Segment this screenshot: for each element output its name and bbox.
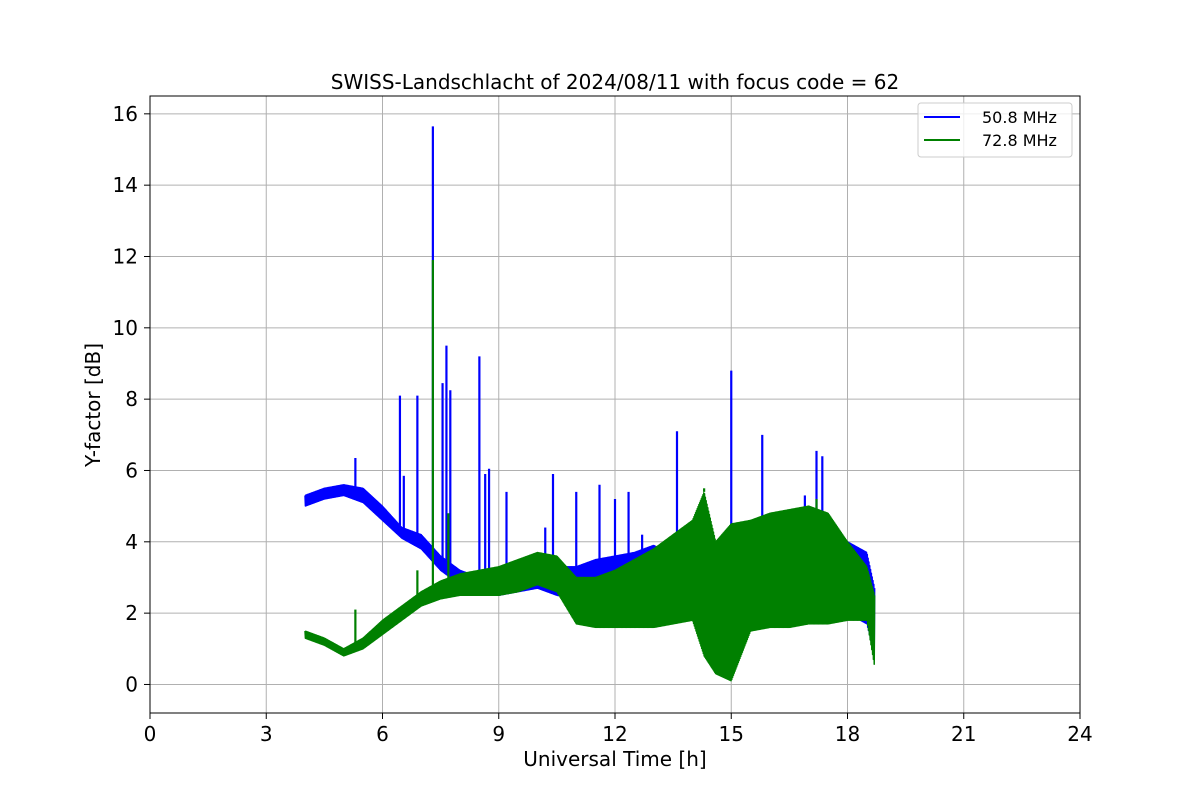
legend: 50.8 MHz 72.8 MHz [917,102,1073,158]
legend-label-72-8-mhz: 72.8 MHz [982,131,1057,150]
series-line-72-8-mhz [304,492,876,682]
y-tick-label: 6 [125,458,138,482]
x-tick-label: 6 [376,722,389,746]
y-tick-label: 10 [113,316,138,340]
y-tick-label: 8 [125,387,138,411]
chart-title: SWISS-Landschlacht of 2024/08/11 with fo… [331,70,899,94]
plot-series [304,126,876,682]
x-axis-label: Universal Time [h] [523,747,706,771]
x-tick-label: 3 [260,722,273,746]
x-tick-label: 21 [951,722,976,746]
y-tick-label: 16 [113,102,138,126]
x-tick-label: 0 [144,722,157,746]
y-tick-label: 12 [113,244,138,268]
x-tick-label: 24 [1067,722,1092,746]
y-tick-label: 0 [125,672,138,696]
x-tick-label: 15 [719,722,744,746]
x-tick-label: 9 [492,722,505,746]
y-tick-label: 4 [125,530,138,554]
x-tick-label: 12 [602,722,627,746]
x-tick-label: 18 [835,722,860,746]
legend-label-50-8-mhz: 50.8 MHz [982,108,1057,127]
y-tick-label: 14 [113,173,138,197]
y-tick-label: 2 [125,601,138,625]
y-axis-label: Y-factor [dB] [81,343,105,468]
